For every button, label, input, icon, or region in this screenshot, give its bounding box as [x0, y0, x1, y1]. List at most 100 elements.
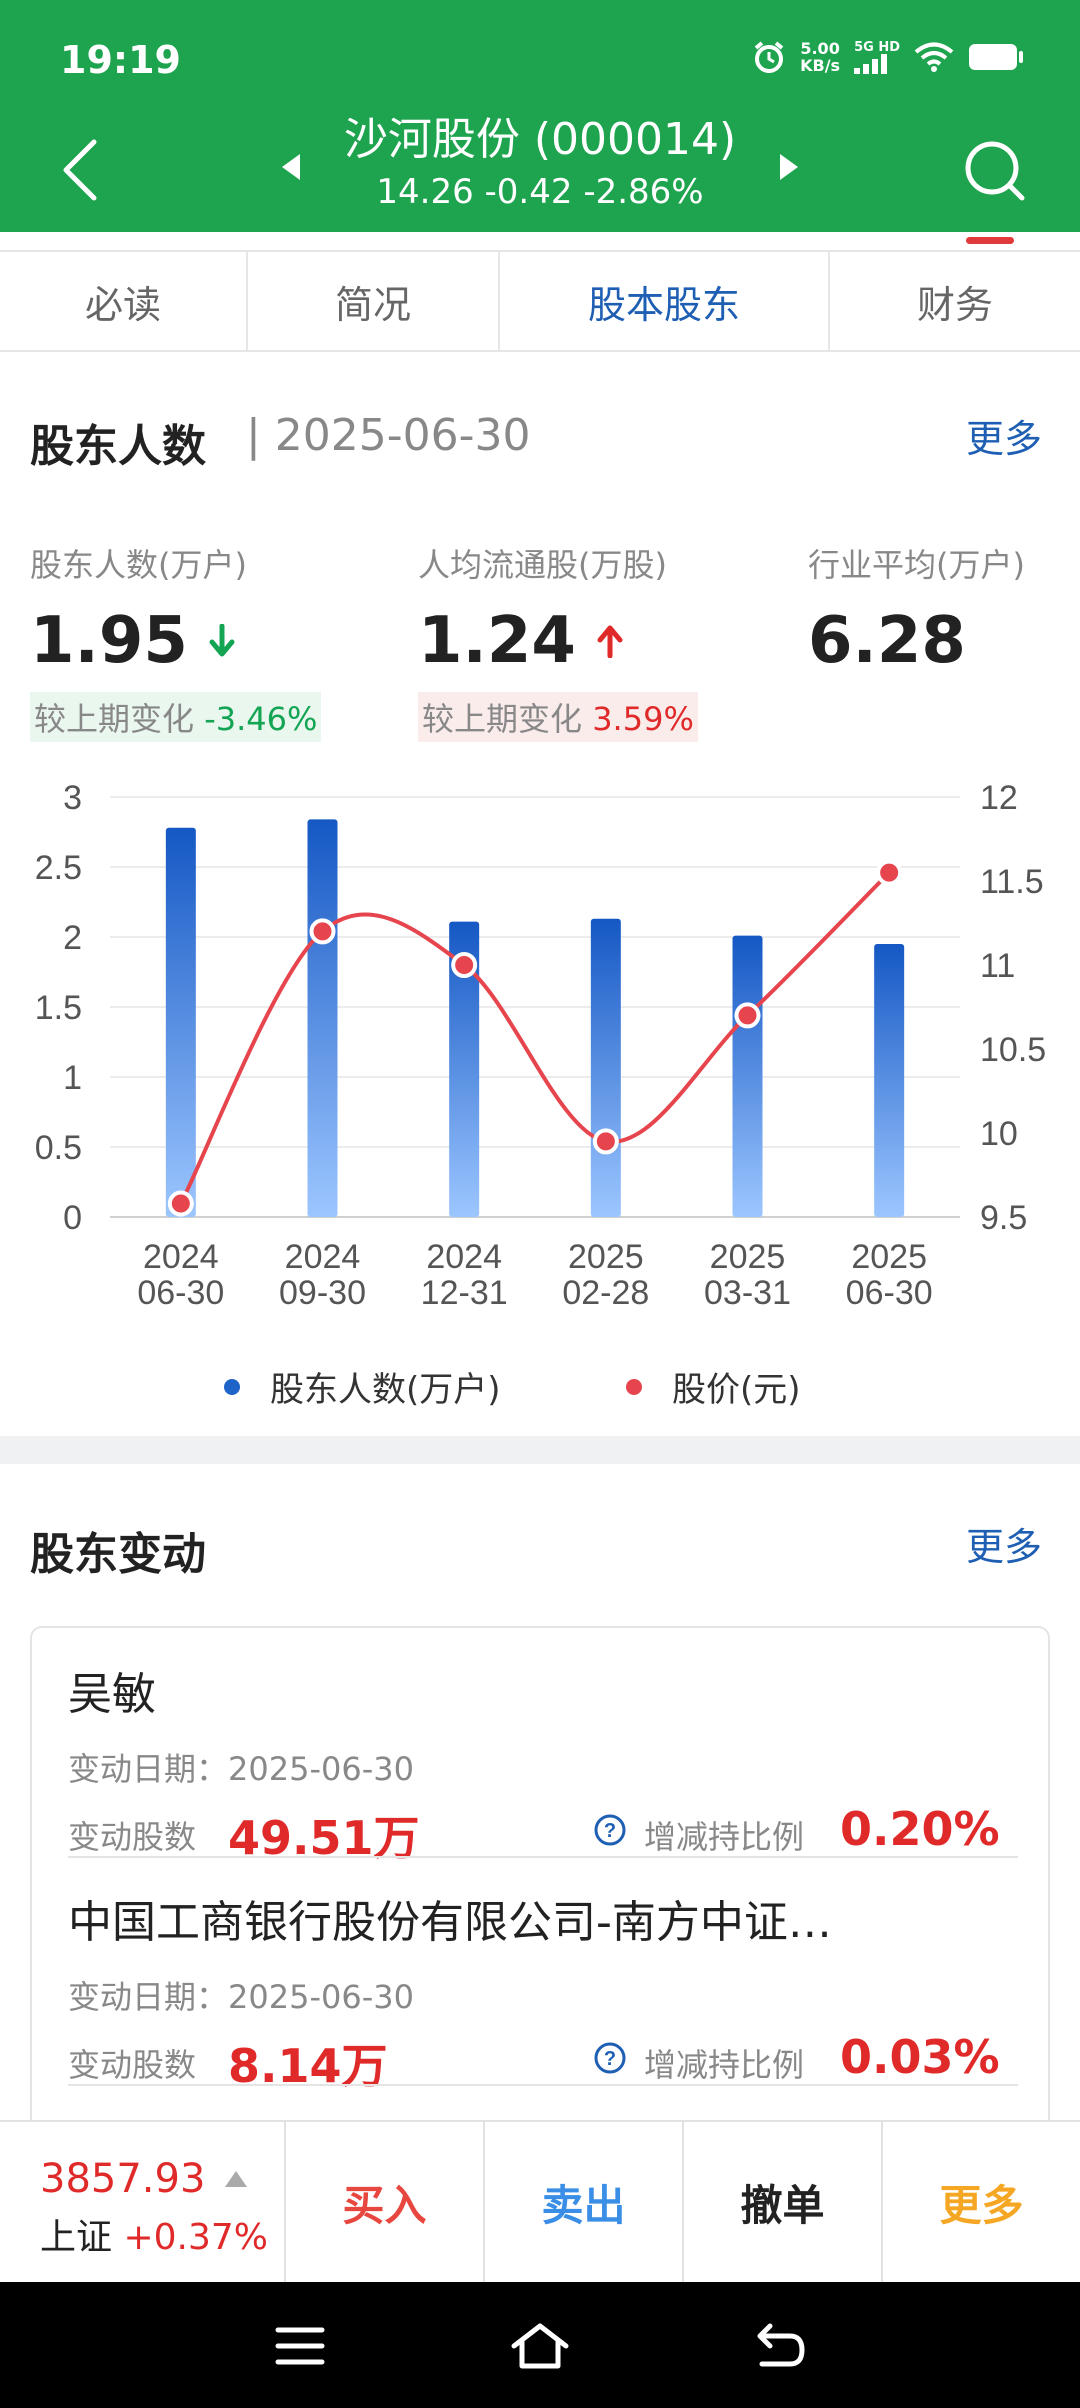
chart-bar [165, 827, 196, 1217]
net-speed-value: 5.00 [800, 39, 840, 58]
chart-bar [590, 918, 621, 1217]
help-icon[interactable]: ? [594, 2042, 626, 2074]
right-axis-tick-label: 12 [980, 779, 1018, 817]
x-axis-tick-label: 2025 [710, 1238, 786, 1276]
tab-shareholders[interactable]: 股本股东 [500, 252, 830, 350]
legend-label: 股价(元) [672, 1370, 801, 1410]
x-axis-tick-label: 2025 [851, 1238, 927, 1276]
x-axis-tick-label: 06-30 [137, 1274, 224, 1312]
net-speed: 5.00 KB/s [800, 40, 840, 74]
tab-scroll-indicator [966, 237, 1014, 244]
x-axis-tick-label: 2024 [285, 1238, 361, 1276]
stat-label: 行业平均(万户) [808, 546, 1025, 584]
x-axis-tick-label: 09-30 [279, 1274, 366, 1312]
menu-icon[interactable] [272, 2318, 328, 2374]
price-point [451, 952, 478, 978]
shares-value: 8.14万 [228, 2039, 388, 2093]
buy-button[interactable]: 买入 [286, 2122, 485, 2282]
more-button[interactable]: 更多 [939, 2180, 1024, 2230]
price-point [876, 859, 903, 886]
holder-name: 吴敏 [68, 1669, 156, 1720]
triangle-up-icon [225, 2171, 248, 2187]
ratio-label: 增减持比例 [644, 2046, 805, 2084]
svg-text:?: ? [604, 2048, 616, 2070]
home-icon[interactable] [508, 2318, 572, 2374]
help-icon[interactable]: ? [594, 1814, 626, 1846]
alarm-icon [754, 41, 784, 73]
left-axis-tick-label: 2 [63, 919, 82, 957]
stat-industry-average: 行业平均(万户) 6.28 [808, 540, 1025, 678]
price-point [309, 918, 336, 945]
next-stock-arrow-icon[interactable] [776, 150, 802, 184]
stock-quote: 14.26 -0.42 -2.86% [376, 172, 704, 212]
right-axis-tick-label: 11 [980, 947, 1015, 985]
chart-bar [307, 819, 338, 1217]
left-axis-tick-label: 1.5 [35, 989, 82, 1027]
stat-value: 1.95 [30, 604, 321, 678]
holders-section-date: | 2025-06-30 [246, 410, 531, 461]
left-axis-tick-label: 2.5 [35, 849, 82, 887]
search-icon[interactable] [960, 136, 1030, 206]
right-axis-tick-label: 10 [980, 1115, 1018, 1153]
legend-dot-blue [224, 1378, 240, 1395]
x-axis-tick-label: 02-28 [562, 1274, 649, 1312]
chart-bar [732, 935, 763, 1217]
right-axis-tick-label: 9.5 [980, 1199, 1027, 1237]
wifi-icon [914, 42, 954, 72]
section-divider [0, 1436, 1080, 1464]
stat-change-value: 3.59% [592, 700, 694, 738]
stat-number: 1.24 [418, 604, 576, 678]
tab-finance[interactable]: 财务 [916, 282, 993, 327]
holders-section-title: 股东人数 [30, 421, 206, 472]
holders-more-link[interactable]: 更多 [966, 417, 1043, 461]
stat-change-value: -3.46% [204, 700, 318, 738]
x-axis-tick-label: 2024 [426, 1238, 502, 1276]
signal-label: 5G HD [854, 39, 900, 55]
stat-number: 1.95 [30, 604, 188, 678]
stock-title-block: 沙河股份 (000014) 14.26 -0.42 -2.86% [300, 112, 780, 214]
chart-bar [874, 944, 905, 1217]
x-axis-tick-label: 03-31 [704, 1274, 791, 1312]
ratio-label: 增减持比例 [644, 1818, 805, 1856]
back-button[interactable] [52, 130, 112, 210]
change-date: 变动日期：2025-06-30 [68, 1978, 414, 2016]
index-change: +0.37% [123, 2217, 268, 2258]
net-speed-unit: KB/s [800, 56, 841, 75]
signal-icon [854, 53, 888, 74]
signal-indicator: 5G HD [854, 41, 900, 74]
change-date: 变动日期：2025-06-30 [68, 1750, 414, 1788]
cancel-order-button[interactable]: 撤单 [684, 2122, 883, 2282]
shares-label: 变动股数 [68, 1818, 197, 1856]
index-price: 3857.93 [40, 2156, 284, 2202]
chart-bar [449, 921, 480, 1217]
left-axis-tick-label: 0 [63, 1199, 82, 1237]
change-entry[interactable]: 中国工商银行股份有限公司-南方中证… 变动日期：2025-06-30 变动股数 … [68, 1886, 1016, 2094]
chart-legend: 股东人数(万户) 股价(元) [0, 1362, 1080, 1412]
price-point [734, 1002, 761, 1029]
tab-must-read[interactable]: 必读 [0, 252, 248, 350]
change-entry[interactable]: 吴敏 变动日期：2025-06-30 变动股数 49.51万 ? 增减持比例 0… [68, 1658, 1016, 1866]
sell-button[interactable]: 卖出 [485, 2122, 684, 2282]
ratio-value: 0.20% [840, 1802, 1000, 1856]
status-time: 19:19 [60, 38, 181, 82]
arrow-down-icon [209, 624, 235, 657]
shares-value: 49.51万 [228, 1811, 420, 1865]
stat-value: 6.28 [808, 604, 1025, 678]
index-quote[interactable]: 3857.93 上证 +0.37% [0, 2122, 286, 2282]
left-axis-tick-label: 3 [63, 779, 82, 817]
stat-change: 较上期变化 3.59% [418, 692, 698, 742]
price-line [179, 871, 891, 1205]
entry-separator [68, 1856, 1018, 1858]
arrow-up-icon [597, 625, 623, 658]
stat-change-label: 较上期变化 [34, 700, 195, 738]
back-nav-icon[interactable] [752, 2318, 808, 2374]
stock-name: 沙河股份 (000014) [343, 114, 737, 165]
svg-text:?: ? [604, 1820, 616, 1842]
holders-chart: 32.521.510.501211.51110.5109.5202406-302… [35, 779, 1046, 1312]
tab-overview[interactable]: 简况 [248, 252, 500, 350]
changes-more-link[interactable]: 更多 [966, 1525, 1043, 1569]
system-nav-bar [0, 2282, 1080, 2408]
stat-change-label: 较上期变化 [422, 700, 583, 738]
prev-stock-arrow-icon[interactable] [278, 150, 304, 184]
